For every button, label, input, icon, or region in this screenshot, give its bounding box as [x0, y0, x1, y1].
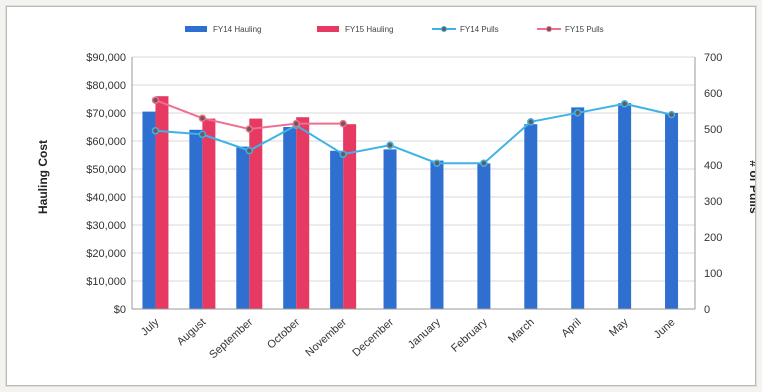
line-point — [573, 109, 582, 117]
x-tick-label: October — [265, 316, 302, 351]
line-point — [620, 100, 629, 108]
series-line — [155, 102, 672, 165]
bar — [236, 146, 250, 309]
y2-tick-label: 700 — [704, 52, 722, 64]
x-tick-label: December — [350, 316, 396, 359]
bar — [155, 96, 169, 309]
legend-marker — [546, 26, 552, 32]
bar — [249, 118, 263, 309]
x-tick-label: January — [406, 316, 443, 351]
line-point — [198, 114, 207, 122]
bar — [202, 118, 216, 309]
y-tick-label: $0 — [114, 304, 126, 316]
line-point — [667, 110, 676, 119]
line-point — [339, 150, 347, 158]
legend: FY14 Hauling FY15 Hauling FY14 Pulls FY15 P… — [185, 25, 604, 34]
y2-tick-label: 200 — [704, 232, 722, 244]
line-point — [386, 141, 394, 149]
gridlines — [132, 56, 695, 310]
line-point — [245, 146, 254, 155]
legend-swatch — [185, 26, 207, 32]
y-tick-label: $10,000 — [86, 276, 126, 288]
y2-tick-label: 600 — [704, 88, 722, 100]
y2-axis-title: # of Pulls — [747, 160, 755, 214]
line-point — [151, 96, 160, 104]
bar — [330, 150, 344, 309]
x-tick-label: June — [652, 316, 678, 341]
y2-tick-label: 300 — [704, 196, 722, 208]
x-tick-label: August — [175, 316, 208, 348]
y-tick-label: $60,000 — [86, 136, 126, 148]
y-tick-label: $80,000 — [86, 80, 126, 92]
lines — [151, 96, 676, 167]
bar — [477, 163, 491, 309]
legend-label: FY15 Pulls — [565, 25, 604, 34]
line-point — [151, 127, 160, 135]
line-point — [245, 125, 254, 133]
y2-tick-label: 500 — [704, 124, 722, 136]
line-point — [198, 130, 207, 139]
bar — [343, 124, 357, 309]
y-axis-title: Hauling Cost — [36, 140, 50, 214]
legend-marker — [441, 26, 447, 32]
y-tick-label: $50,000 — [86, 164, 126, 176]
series-line — [155, 99, 344, 131]
bars — [142, 96, 679, 310]
bar — [383, 149, 397, 309]
bar — [571, 107, 585, 310]
bar — [430, 160, 444, 309]
line-point — [339, 119, 347, 128]
y-tick-label: $90,000 — [86, 52, 126, 64]
y2-tick-label: 400 — [704, 160, 722, 172]
bar — [296, 117, 310, 309]
bar — [665, 113, 679, 309]
legend-label: FY14 Pulls — [460, 25, 499, 34]
line-point — [527, 118, 535, 126]
bar — [189, 129, 203, 309]
legend-label: FY14 Hauling — [213, 25, 261, 34]
y2-tick-label: 0 — [704, 304, 710, 316]
x-tick-label: April — [559, 316, 583, 340]
line-point — [292, 119, 300, 128]
line-point — [433, 159, 441, 167]
y-tick-label: $20,000 — [86, 248, 126, 260]
bar — [142, 111, 156, 309]
y-tick-label: $30,000 — [86, 220, 126, 232]
x-tick-label: July — [139, 316, 162, 338]
x-tick-label: February — [449, 316, 490, 355]
bar — [524, 124, 538, 309]
x-tick-label: May — [607, 316, 631, 339]
chart-frame: $0 $10,000 $20,000 $30,000 $40,000 $50,000 $60… — [6, 6, 761, 386]
y2-tick-label: 100 — [704, 268, 722, 280]
x-tick-label: November — [303, 316, 349, 359]
bar — [618, 103, 632, 309]
x-tick-label: March — [506, 316, 537, 345]
legend-swatch — [317, 26, 339, 32]
x-tick-label: September — [207, 316, 255, 361]
hauling-chart: $0 $10,000 $20,000 $30,000 $40,000 $50,000 $60… — [36, 25, 761, 361]
y-tick-label: $40,000 — [86, 192, 126, 204]
line-point — [480, 159, 488, 167]
legend-label: FY15 Hauling — [345, 25, 393, 34]
y-tick-label: $70,000 — [86, 108, 126, 120]
bar — [283, 127, 297, 309]
